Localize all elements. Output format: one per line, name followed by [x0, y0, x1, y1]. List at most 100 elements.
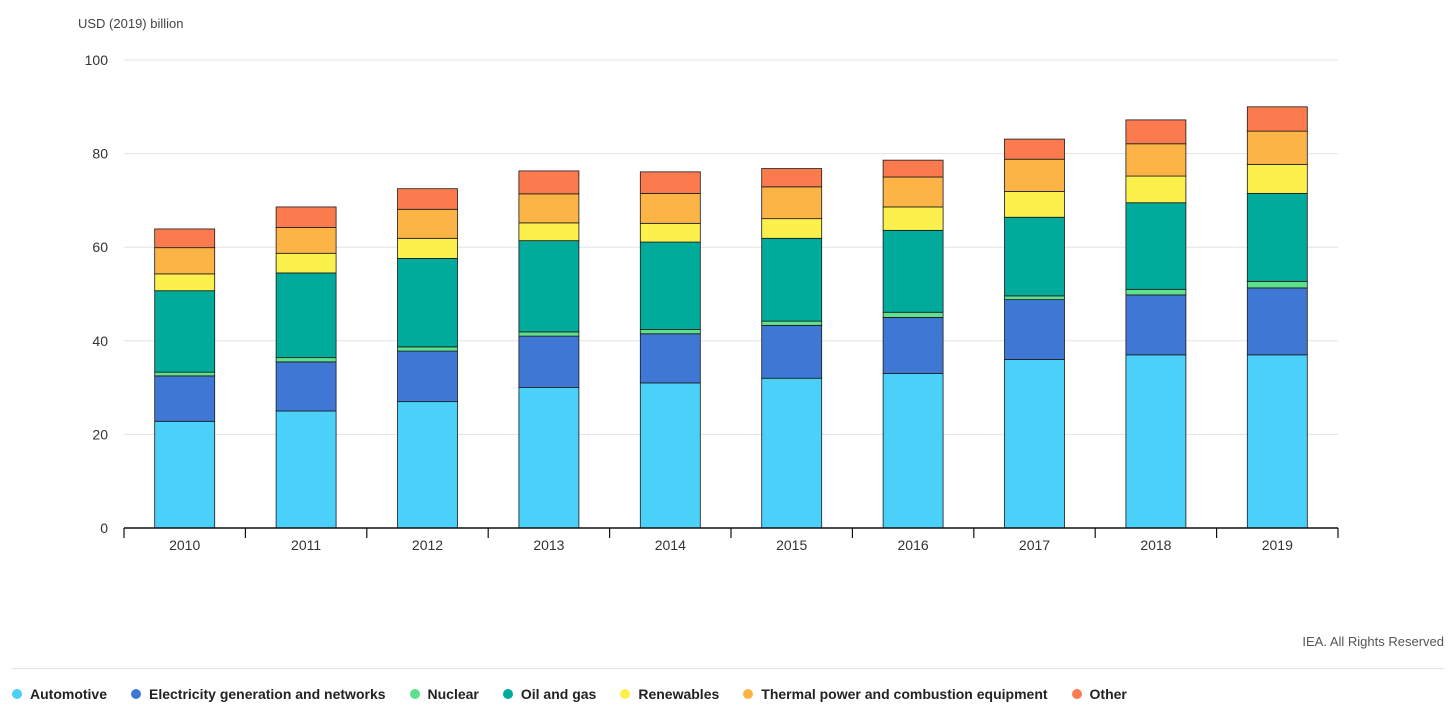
legend: Automotive Electricity generation and net… [12, 686, 1127, 702]
bar-segment [1004, 216, 1065, 297]
bar-segment [1246, 192, 1308, 282]
bar-segment [275, 227, 337, 254]
bar-segment [1125, 354, 1187, 529]
legend-label: Automotive [30, 686, 107, 702]
bar-segment [639, 222, 701, 243]
legend-label: Electricity generation and networks [149, 686, 386, 702]
legend-dot-icon [12, 689, 22, 699]
legend-item[interactable]: Other [1071, 686, 1127, 702]
bar-segment [1125, 288, 1187, 296]
bar-segment [275, 206, 337, 228]
bar-segment [1125, 202, 1187, 290]
y-tick-label: 100 [85, 52, 109, 68]
bar-segment [1004, 359, 1065, 529]
bar-segment [275, 361, 337, 412]
bar-segment [761, 237, 823, 322]
legend-dot-icon [620, 689, 631, 699]
y-axis-label: USD (2019) billion [78, 16, 184, 31]
legend-item[interactable]: Oil and gas [502, 686, 597, 702]
y-tick-label: 0 [100, 520, 108, 536]
bar-segment [1004, 158, 1065, 192]
bar-segment [518, 240, 580, 333]
bar-segment [882, 159, 944, 178]
bar-segment [518, 335, 580, 388]
bar-segment [518, 387, 580, 529]
legend-dot-icon [1071, 689, 1082, 699]
legend-item[interactable]: Renewables [620, 686, 719, 702]
bar-segment [154, 228, 216, 249]
bar-segment [154, 375, 216, 422]
bar-segment [639, 192, 701, 224]
bar-segment [275, 410, 337, 529]
x-tick-label: 2017 [1019, 537, 1050, 553]
x-tick-label: 2015 [776, 537, 807, 553]
legend-item[interactable]: Nuclear [409, 686, 479, 702]
bar-segment [518, 170, 580, 195]
bar-segment [154, 371, 216, 377]
bar-segment [1004, 299, 1065, 360]
bar-segment [1004, 295, 1065, 301]
bar-segment [882, 373, 944, 529]
bar-segment [882, 206, 944, 231]
bar-segment [639, 329, 701, 335]
bar-segment [275, 272, 337, 359]
bar-segment [882, 311, 944, 318]
bar-segment [882, 229, 944, 313]
x-tick-label: 2018 [1140, 537, 1171, 553]
bar-segment [397, 401, 458, 529]
bar-segment [1246, 106, 1308, 132]
bar-segment [1125, 175, 1187, 204]
bar-segment [639, 171, 701, 194]
bar-segment [761, 320, 823, 326]
legend-item[interactable]: Thermal power and combustion equipment [743, 686, 1048, 702]
legend-item[interactable]: Electricity generation and networks [131, 686, 386, 702]
bar-segment [275, 357, 337, 363]
bar-segment [761, 324, 823, 379]
bar-segment [154, 273, 216, 292]
bar-segment [397, 237, 458, 259]
legend-label: Renewables [638, 686, 720, 702]
bar-segment [397, 350, 458, 403]
bar-segment [518, 193, 580, 224]
bar-segment [397, 208, 458, 239]
bar-segment [518, 222, 580, 242]
legend-dot-icon [131, 689, 141, 699]
x-tick-label: 2014 [655, 537, 686, 553]
bar-segment [761, 168, 823, 188]
bar-segment [1246, 163, 1308, 194]
bar-segment [1246, 354, 1308, 529]
bar-segment [1125, 143, 1187, 177]
legend-label: Other [1089, 686, 1127, 702]
x-tick-label: 2013 [533, 537, 564, 553]
bar-segment [761, 186, 823, 220]
legend-divider [12, 668, 1444, 669]
x-tick-label: 2010 [169, 537, 200, 553]
bar-segment [639, 333, 701, 384]
bar-segment [1004, 191, 1065, 218]
bar-segment [154, 420, 216, 529]
bar-segment [1246, 280, 1308, 289]
x-tick-label: 2019 [1262, 537, 1293, 553]
legend-label: Oil and gas [520, 686, 597, 702]
bar-segment [761, 377, 823, 529]
bar-segment [1004, 138, 1065, 160]
chart: USD (2019) billion 0 20 40 60 80 100 2010 2011 20… [78, 16, 1339, 553]
bar-segment [761, 218, 823, 239]
y-tick-label: 40 [92, 333, 108, 349]
bar-segment [1246, 130, 1308, 165]
bar-segment [397, 258, 458, 348]
bar-segment [639, 382, 701, 529]
x-tick-label: 2011 [291, 537, 321, 553]
legend-label: Nuclear [427, 686, 479, 702]
y-tick-label: 20 [92, 426, 108, 442]
x-tick-label: 2016 [898, 537, 929, 553]
legend-label: Thermal power and combustion equipment [761, 686, 1048, 702]
bar-segment [397, 346, 458, 352]
bar-segment [397, 188, 458, 210]
bar-segment [154, 290, 216, 373]
bar-segment [882, 176, 944, 208]
legend-dot-icon [743, 689, 754, 699]
legend-item[interactable]: Automotive [12, 686, 107, 702]
bar-segment [882, 316, 944, 374]
bar-segment [1246, 287, 1308, 356]
